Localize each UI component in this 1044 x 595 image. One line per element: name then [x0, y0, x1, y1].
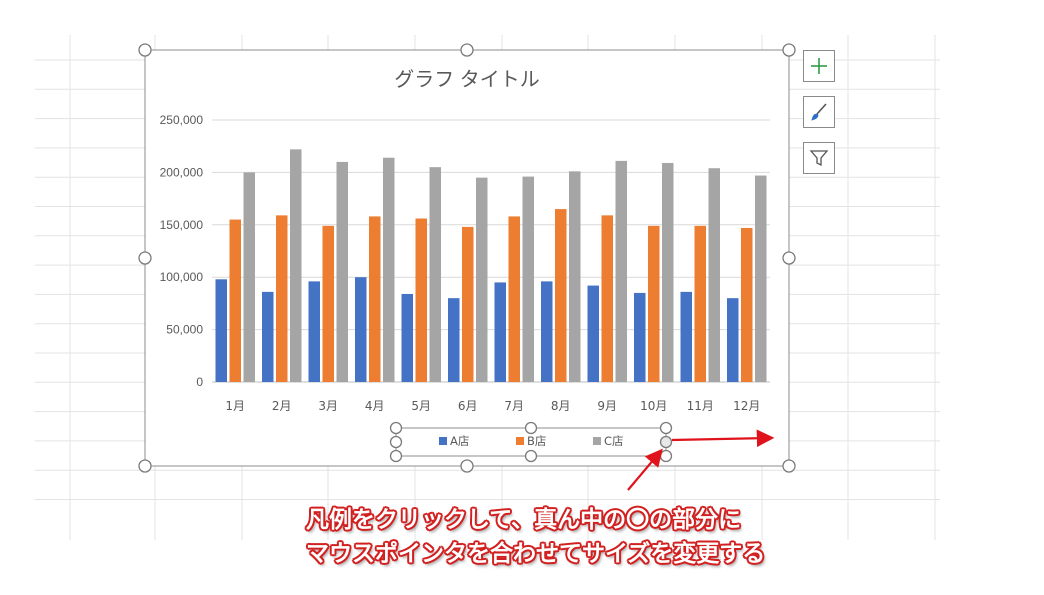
x-axis-labels: 1月 2月 3月 4月 5月 6月 7月 8月 9月 10月 11月 12月	[225, 399, 760, 413]
y-tick-label: 0	[196, 375, 203, 389]
bar	[508, 216, 520, 382]
bar	[462, 226, 474, 382]
bar	[322, 225, 334, 382]
y-axis-labels: 0 50,000 100,000 150,000 200,000 250,000	[160, 113, 204, 389]
legend-swatch	[593, 437, 601, 445]
y-tick-label: 100,000	[160, 270, 204, 284]
legend-swatch	[439, 437, 447, 445]
chart-style-button[interactable]	[803, 96, 835, 128]
bar	[369, 216, 381, 382]
legend-label: A店	[450, 434, 469, 448]
x-tick-label: 1月	[225, 399, 245, 413]
bar	[615, 160, 627, 382]
bar	[290, 149, 302, 382]
chart-title[interactable]: グラフ タイトル	[394, 68, 540, 91]
bar	[262, 291, 274, 382]
bar	[680, 291, 692, 382]
x-tick-label: 7月	[504, 399, 524, 413]
bar	[308, 281, 320, 382]
bar	[494, 282, 506, 382]
chart-resize-handle[interactable]	[138, 251, 152, 265]
legend-resize-handle[interactable]	[659, 449, 673, 463]
x-tick-label: 9月	[597, 399, 617, 413]
legend-label: B店	[527, 434, 546, 448]
legend-swatch	[516, 437, 524, 445]
gridlines	[212, 119, 770, 383]
legend-resize-handle-active[interactable]	[659, 435, 673, 449]
x-tick-label: 6月	[458, 399, 478, 413]
legend-resize-handle[interactable]	[524, 449, 538, 463]
chart-resize-handle[interactable]	[782, 43, 796, 57]
arrow-pointer	[627, 448, 663, 491]
bar	[662, 162, 674, 382]
bar	[401, 293, 413, 382]
bar	[415, 218, 427, 382]
bar	[634, 292, 646, 382]
bars	[215, 149, 767, 382]
x-tick-label: 12月	[733, 399, 760, 413]
chart-resize-handle[interactable]	[138, 459, 152, 473]
annotation-line-2: マウスポインタを合わせてサイズを変更する	[306, 541, 766, 567]
bar	[648, 225, 660, 382]
legend-resize-handle[interactable]	[389, 435, 403, 449]
bar	[555, 209, 567, 382]
chart-resize-handle[interactable]	[782, 251, 796, 265]
x-tick-label: 10月	[640, 399, 667, 413]
arrow-right	[671, 429, 775, 448]
bar	[229, 219, 241, 382]
legend-resize-handle[interactable]	[389, 421, 403, 435]
annotation-line-1: 凡例をクリックして、真ん中の〇の部分に	[306, 507, 742, 533]
legend[interactable]: A店 B店 C店	[439, 434, 624, 448]
x-tick-label: 5月	[411, 399, 431, 413]
chart-filter-button[interactable]	[803, 142, 835, 174]
x-tick-label: 3月	[318, 399, 338, 413]
bar	[336, 161, 348, 382]
bar	[569, 171, 581, 382]
resize-handles[interactable]	[138, 43, 796, 473]
x-tick-label: 11月	[687, 399, 714, 413]
bar	[215, 279, 227, 382]
bar	[448, 298, 460, 382]
legend-resize-handle[interactable]	[659, 421, 673, 435]
y-tick-label: 250,000	[160, 113, 204, 127]
bar	[755, 175, 767, 382]
add-element-button[interactable]	[803, 50, 835, 82]
bar	[741, 227, 753, 382]
x-tick-label: 4月	[365, 399, 385, 413]
y-tick-label: 200,000	[160, 165, 204, 179]
y-tick-label: 50,000	[166, 323, 203, 337]
chart-resize-handle[interactable]	[460, 43, 474, 57]
chart-resize-handle[interactable]	[138, 43, 152, 57]
y-tick-label: 150,000	[160, 218, 204, 232]
bar	[694, 225, 706, 382]
bar	[601, 215, 613, 382]
bar	[522, 176, 534, 382]
annotation-arrows	[627, 429, 775, 491]
bar	[476, 177, 488, 382]
bar	[276, 215, 288, 382]
x-tick-label: 2月	[272, 399, 292, 413]
bar	[708, 168, 720, 382]
legend-resize-handle[interactable]	[389, 449, 403, 463]
plus-icon	[811, 58, 827, 74]
bar	[587, 285, 599, 382]
x-tick-label: 8月	[551, 399, 571, 413]
filter-icon	[809, 150, 829, 167]
bar	[429, 167, 441, 382]
legend-label: C店	[604, 434, 624, 448]
chart-resize-handle[interactable]	[782, 459, 796, 473]
bar	[383, 157, 395, 382]
bar	[243, 172, 255, 382]
bar	[541, 281, 553, 382]
bar	[355, 277, 367, 382]
legend-resize-handle[interactable]	[524, 421, 538, 435]
brush-icon	[811, 103, 827, 121]
bar	[727, 298, 739, 382]
chart-resize-handle[interactable]	[460, 459, 474, 473]
